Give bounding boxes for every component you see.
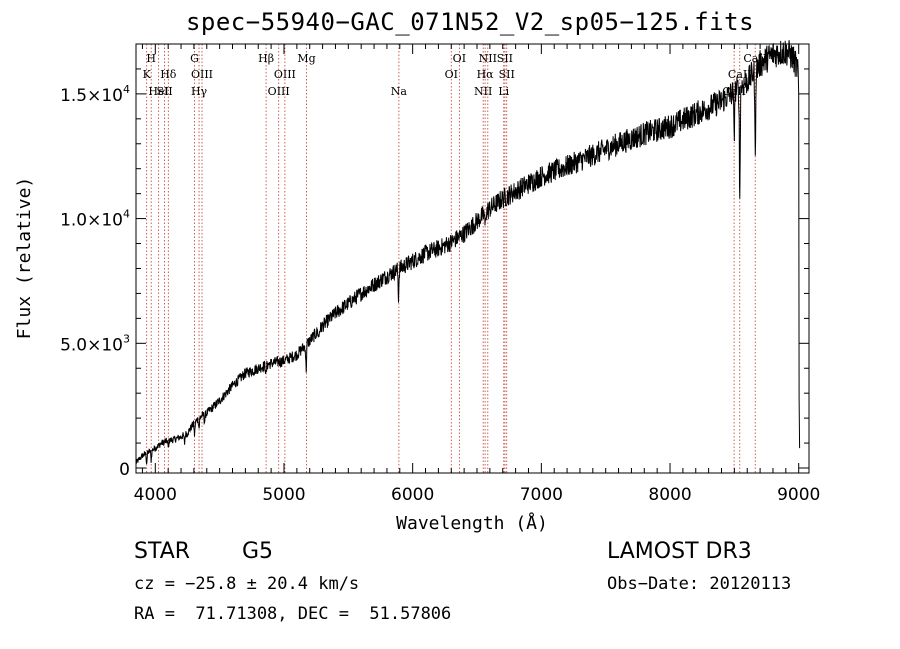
spectral-line-label: Hγ <box>191 85 208 98</box>
x-tick-label: 5000 <box>262 485 305 505</box>
x-axis-label: Wavelength (Å) <box>396 512 548 534</box>
survey-name: LAMOST DR3 <box>607 539 752 564</box>
spectral-line-label: OIII <box>191 68 213 81</box>
sky-coordinates: RA = 71.71308, DEC = 51.57806 <box>134 604 452 624</box>
y-tick-label: 1.5×104 <box>60 83 130 106</box>
object-class: STAR <box>134 539 191 564</box>
spectral-line-label: NII <box>474 85 492 98</box>
object-subclass: G5 <box>242 539 274 564</box>
spectral-line-label: HeI <box>148 85 168 98</box>
plot-frame <box>135 43 810 474</box>
spectral-line-label: SII <box>499 68 515 81</box>
chart-title: spec−55940−GAC_071N52_V2_sp05−125.fits <box>185 8 755 36</box>
spectral-line-label: K <box>143 68 152 81</box>
y-tick-label: 5.0×103 <box>60 332 130 355</box>
spectral-line-label: OI <box>453 52 466 65</box>
x-tick-label: 8000 <box>648 485 691 505</box>
observation-date: Obs−Date: 20120113 <box>607 574 792 594</box>
spectral-line-label: Hβ <box>258 52 274 65</box>
spectral-line-label: H <box>146 52 156 65</box>
spectral-line-label: Mg <box>297 52 315 65</box>
spectral-line-label: Li <box>498 85 509 98</box>
x-tick-label: 6000 <box>391 485 434 505</box>
spectral-line-label: G <box>190 52 199 65</box>
spectral-line-label: OI <box>445 68 458 81</box>
spectral-line-label: Na <box>391 85 408 98</box>
spectral-line-label: OIII <box>268 85 290 98</box>
spectral-line-label: SII <box>497 52 513 65</box>
spectral-line-label: NII <box>479 52 497 65</box>
x-tick-label: 4000 <box>134 485 177 505</box>
spectral-line-label: Hδ <box>160 68 177 81</box>
spectral-line-label: Hα <box>477 68 495 81</box>
spectral-line-label: OIII <box>274 68 296 81</box>
y-tick-label: 1.0×104 <box>60 208 130 231</box>
y-axis-label: Flux (relative) <box>14 177 35 340</box>
x-tick-label: 7000 <box>520 485 563 505</box>
x-tick-label: 9000 <box>777 485 820 505</box>
y-tick-label: 0 <box>119 460 130 480</box>
redshift-cz: cz = −25.8 ± 20.4 km/s <box>134 574 360 594</box>
spectral-line-label: SII <box>156 85 172 98</box>
spectral-line-label: CaII <box>728 68 752 81</box>
spectrum-line <box>135 40 801 465</box>
